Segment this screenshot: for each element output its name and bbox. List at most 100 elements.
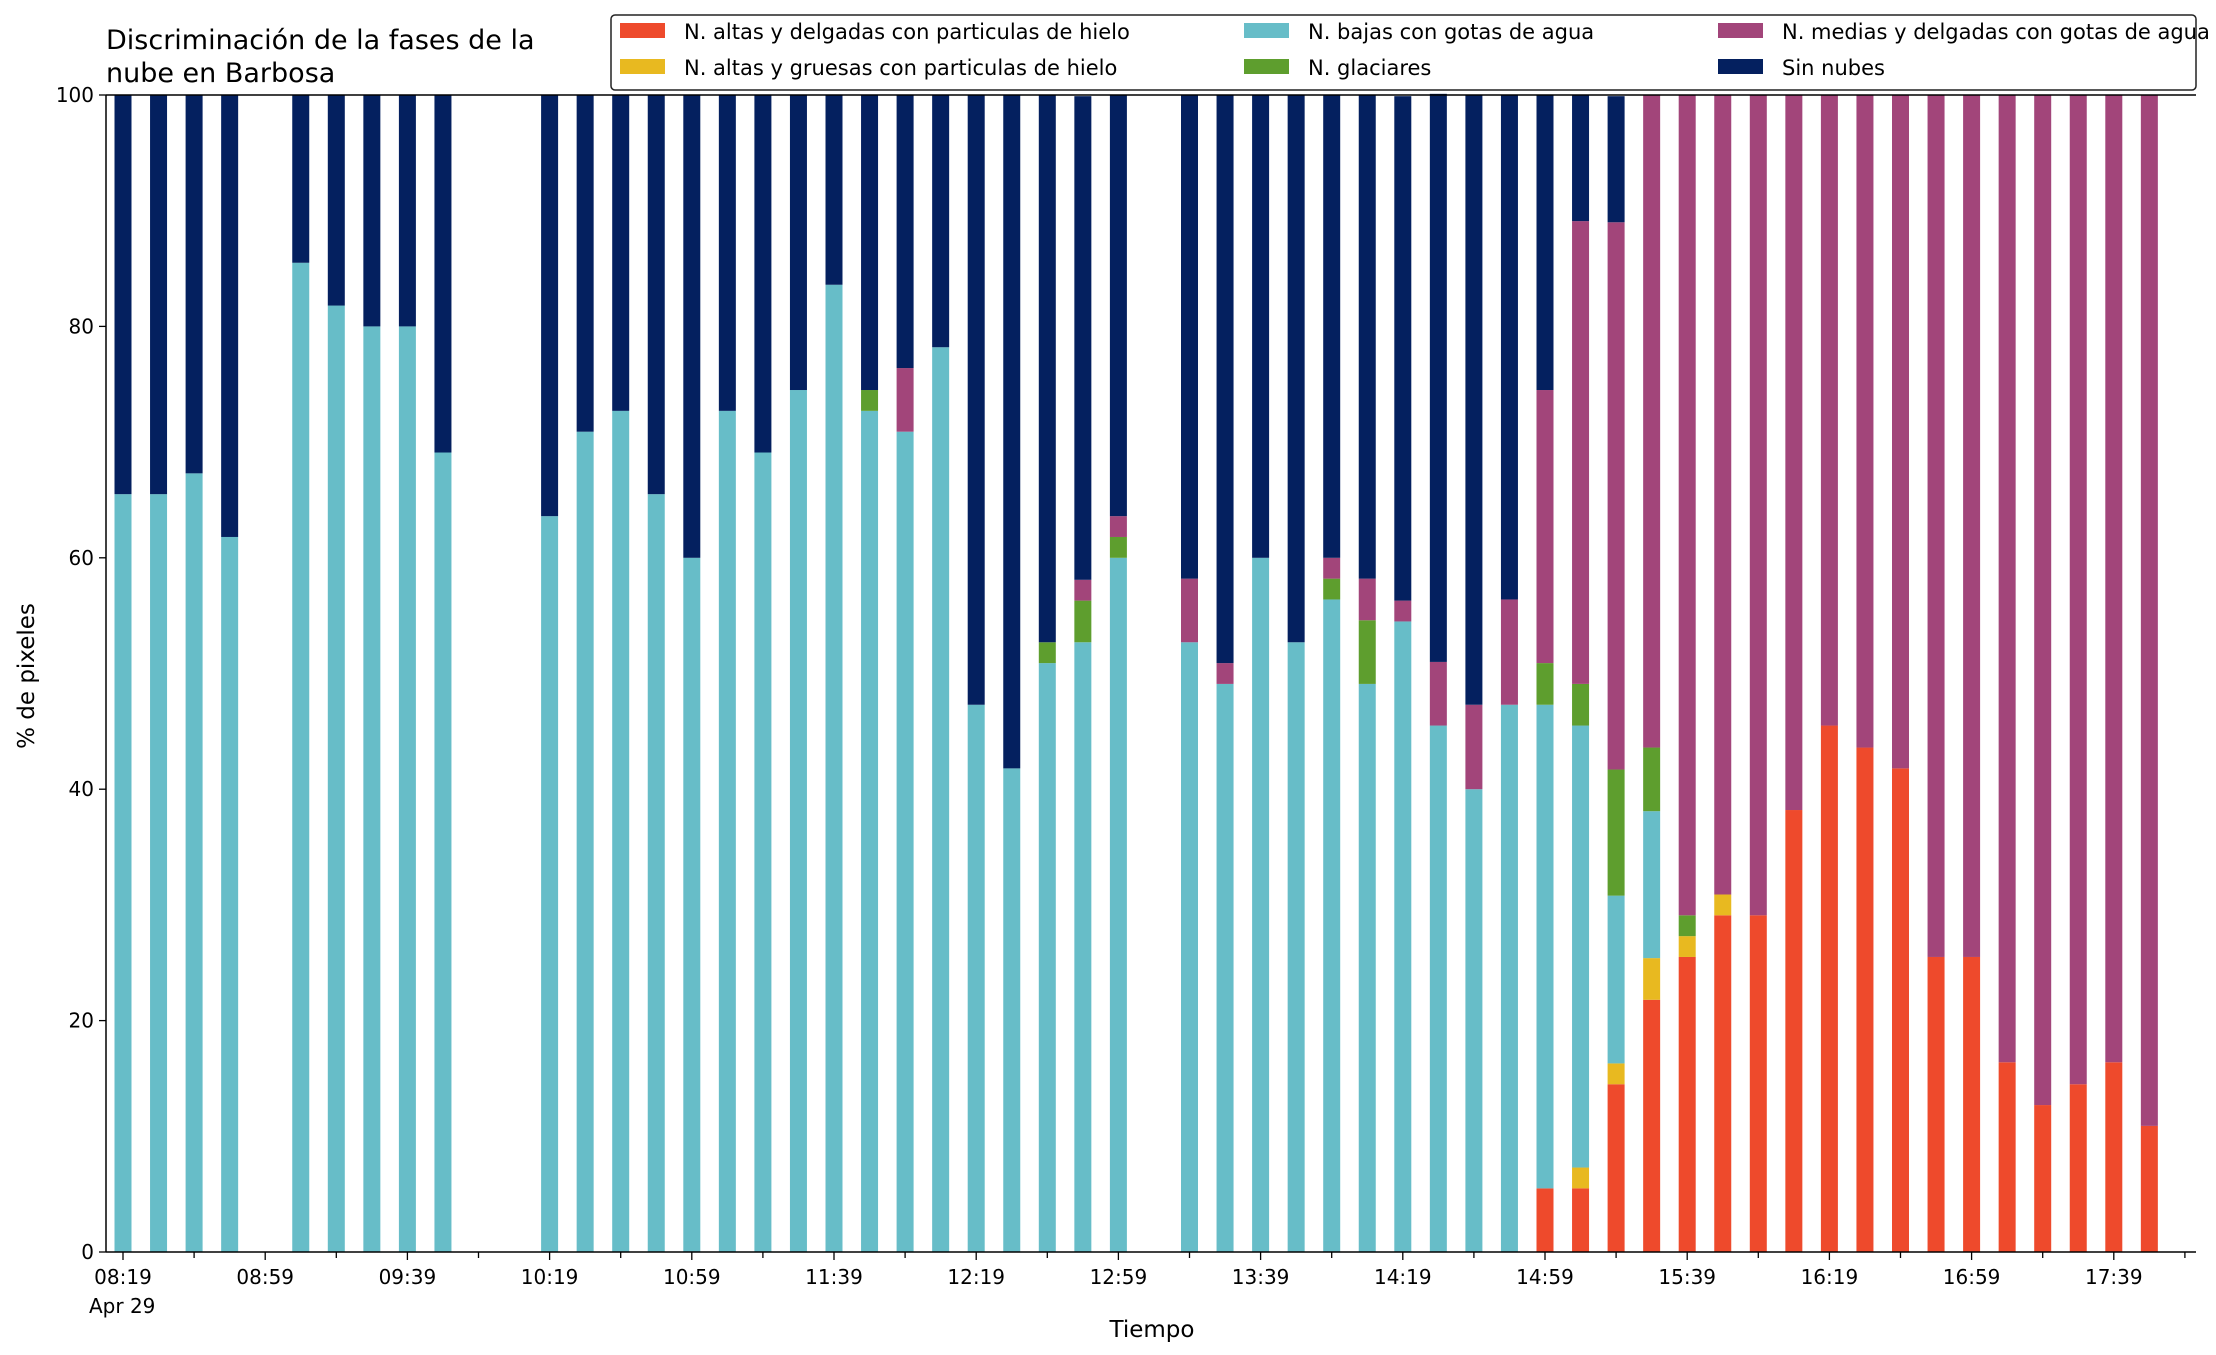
bar-segment [1216, 683, 1234, 1252]
legend-frame [610, 14, 2197, 91]
bar-segment [363, 326, 381, 1252]
bar-segment [576, 95, 594, 432]
bar-segment [1109, 536, 1127, 558]
bar-segment [150, 494, 168, 1252]
bar-segment [1465, 95, 1483, 705]
bar-segment [1714, 894, 1732, 916]
bar-segment [1643, 999, 1661, 1252]
x-tick-label: 08:59 [236, 1265, 294, 1289]
bar-segment [1109, 516, 1127, 537]
bar-segment [1181, 95, 1198, 579]
bar-segment [1963, 95, 1981, 957]
bar-segment [1358, 683, 1376, 1252]
x-tick-label: 12:59 [1090, 1265, 1148, 1289]
bar-segment [221, 95, 239, 537]
bar-segment [576, 431, 594, 1252]
legend-swatch [620, 59, 665, 74]
bar-segment [2034, 95, 2052, 1106]
bar-segment [789, 390, 807, 1252]
legend-label: N. glaciares [1308, 56, 1431, 80]
y-tick-label: 60 [69, 546, 94, 570]
x-tick-label: 14:19 [1374, 1265, 1432, 1289]
legend-swatch [1244, 59, 1289, 74]
bar-segment [1358, 620, 1376, 684]
bar-segment [292, 262, 310, 1252]
x-tick-label: 10:59 [663, 1265, 721, 1289]
bar-segment [1856, 747, 1874, 1252]
x-tick-label: 11:39 [805, 1265, 863, 1289]
legend-swatch [1718, 59, 1763, 74]
x-tick-label: 14:59 [1516, 1265, 1574, 1289]
bar-segment [1287, 642, 1305, 1252]
x-tick-label: 08:19 [94, 1265, 152, 1289]
bar-segment [612, 410, 630, 1252]
x-tick-label: 12:19 [947, 1265, 1005, 1289]
x-tick-label: 13:39 [1232, 1265, 1290, 1289]
bar-segment [1678, 95, 1696, 916]
bar-segment [1394, 621, 1412, 1252]
chart-title: Discriminación de la fases de la nube en … [106, 25, 535, 89]
bar-segment [398, 326, 416, 1252]
bar-segment [541, 516, 559, 1252]
bar-segment [327, 95, 345, 306]
axes: 0 20 40 60 80 100 08:19 08:59 09:39 10:19 10:59 11:… [56, 83, 2196, 1318]
bar-segment [1358, 95, 1376, 579]
bar-segment [1252, 557, 1270, 1252]
bar-segment [1572, 95, 1590, 222]
bar-segment [1749, 95, 1767, 916]
bar-segment [1998, 1062, 2016, 1252]
bar-segment [1820, 725, 1838, 1252]
bar-segment [1785, 95, 1803, 811]
bar-segment [1429, 661, 1447, 726]
legend-swatch [1718, 23, 1763, 38]
legend-label: N. bajas con gotas de agua [1308, 20, 1594, 44]
bar-segment [1500, 95, 1518, 600]
bar-segment [1536, 95, 1554, 391]
bar-segment [1323, 599, 1341, 1252]
bar-segment [1572, 221, 1590, 684]
bar-segment [1678, 915, 1696, 937]
legend-label: N. altas y delgadas con particulas de hi… [684, 20, 1130, 44]
bar-segment [1323, 578, 1341, 600]
bar-segment [1003, 95, 1021, 769]
bar-segment [1678, 936, 1696, 957]
bar-segment [1003, 768, 1021, 1252]
bar-segment [1038, 663, 1056, 1252]
bar-segment [1572, 1188, 1590, 1252]
bar-segment [932, 95, 950, 348]
bar-segment [150, 95, 168, 495]
bar-segment [789, 95, 807, 391]
bar-segment [1820, 95, 1838, 726]
bar-segment [1643, 747, 1661, 812]
bar-segment [185, 95, 203, 474]
bar-segment [2034, 1105, 2052, 1252]
legend: N. altas y delgadas con particulas de hi… [610, 14, 2210, 91]
bar-segment [1252, 95, 1270, 558]
bar-segment [1892, 95, 1909, 769]
bar-segment [114, 95, 132, 495]
bar-segment [967, 95, 985, 705]
bar-segment [896, 431, 914, 1252]
x-tick-label: 16:59 [1943, 1265, 2001, 1289]
bar-segment [647, 95, 665, 495]
bar-segment [1429, 725, 1447, 1252]
x-tick-label: 10:19 [521, 1265, 579, 1289]
bar-segment [1607, 1084, 1625, 1252]
y-tick-label: 80 [69, 314, 94, 338]
bar-segment [1963, 956, 1981, 1252]
bar-segment [2140, 1125, 2158, 1252]
bar-segment [896, 95, 914, 369]
bar-segment [683, 95, 701, 558]
y-tick-label: 100 [56, 83, 94, 107]
bar-segment [1181, 578, 1198, 643]
bar-segment [1465, 789, 1483, 1252]
y-axis-label: % de pixeles [14, 603, 40, 749]
bar-segment [1998, 95, 2016, 1063]
bar-segment [1607, 96, 1625, 223]
x-tick-label: 15:39 [1658, 1265, 1716, 1289]
bar-segment [2140, 95, 2158, 1126]
bar-segment [1216, 95, 1234, 664]
bar-segment [1109, 95, 1127, 517]
bar-segment [1607, 222, 1625, 770]
bar-segment [825, 95, 843, 285]
